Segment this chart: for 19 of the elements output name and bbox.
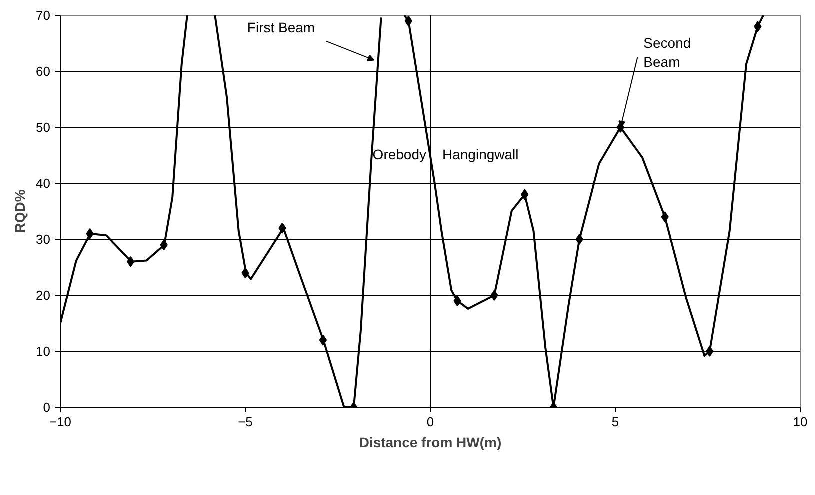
y-tick-label: 60 xyxy=(36,64,51,79)
y-tick-label: 0 xyxy=(43,400,51,415)
annotation: Hangingwall xyxy=(442,146,519,163)
y-tick-label: 30 xyxy=(36,232,51,247)
x-tick-label: −5 xyxy=(238,414,253,430)
y-axis-title: RQD% xyxy=(12,189,28,234)
annotation: Second Beam xyxy=(644,34,692,70)
x-axis-title: Distance from HW(m) xyxy=(359,434,502,450)
x-tick-label: 5 xyxy=(612,414,620,430)
y-tick-label: 40 xyxy=(36,176,51,191)
annotation: First Beam xyxy=(247,19,316,36)
y-tick-label: 70 xyxy=(36,8,51,23)
x-tick-label: −10 xyxy=(49,414,72,430)
annotation: Orebody xyxy=(372,146,427,163)
x-tick-label: 10 xyxy=(793,414,808,430)
y-tick-label: 10 xyxy=(36,344,51,359)
x-tick-label: 0 xyxy=(426,414,434,430)
y-tick-label: 50 xyxy=(36,120,51,135)
y-tick-label: 20 xyxy=(36,288,51,303)
